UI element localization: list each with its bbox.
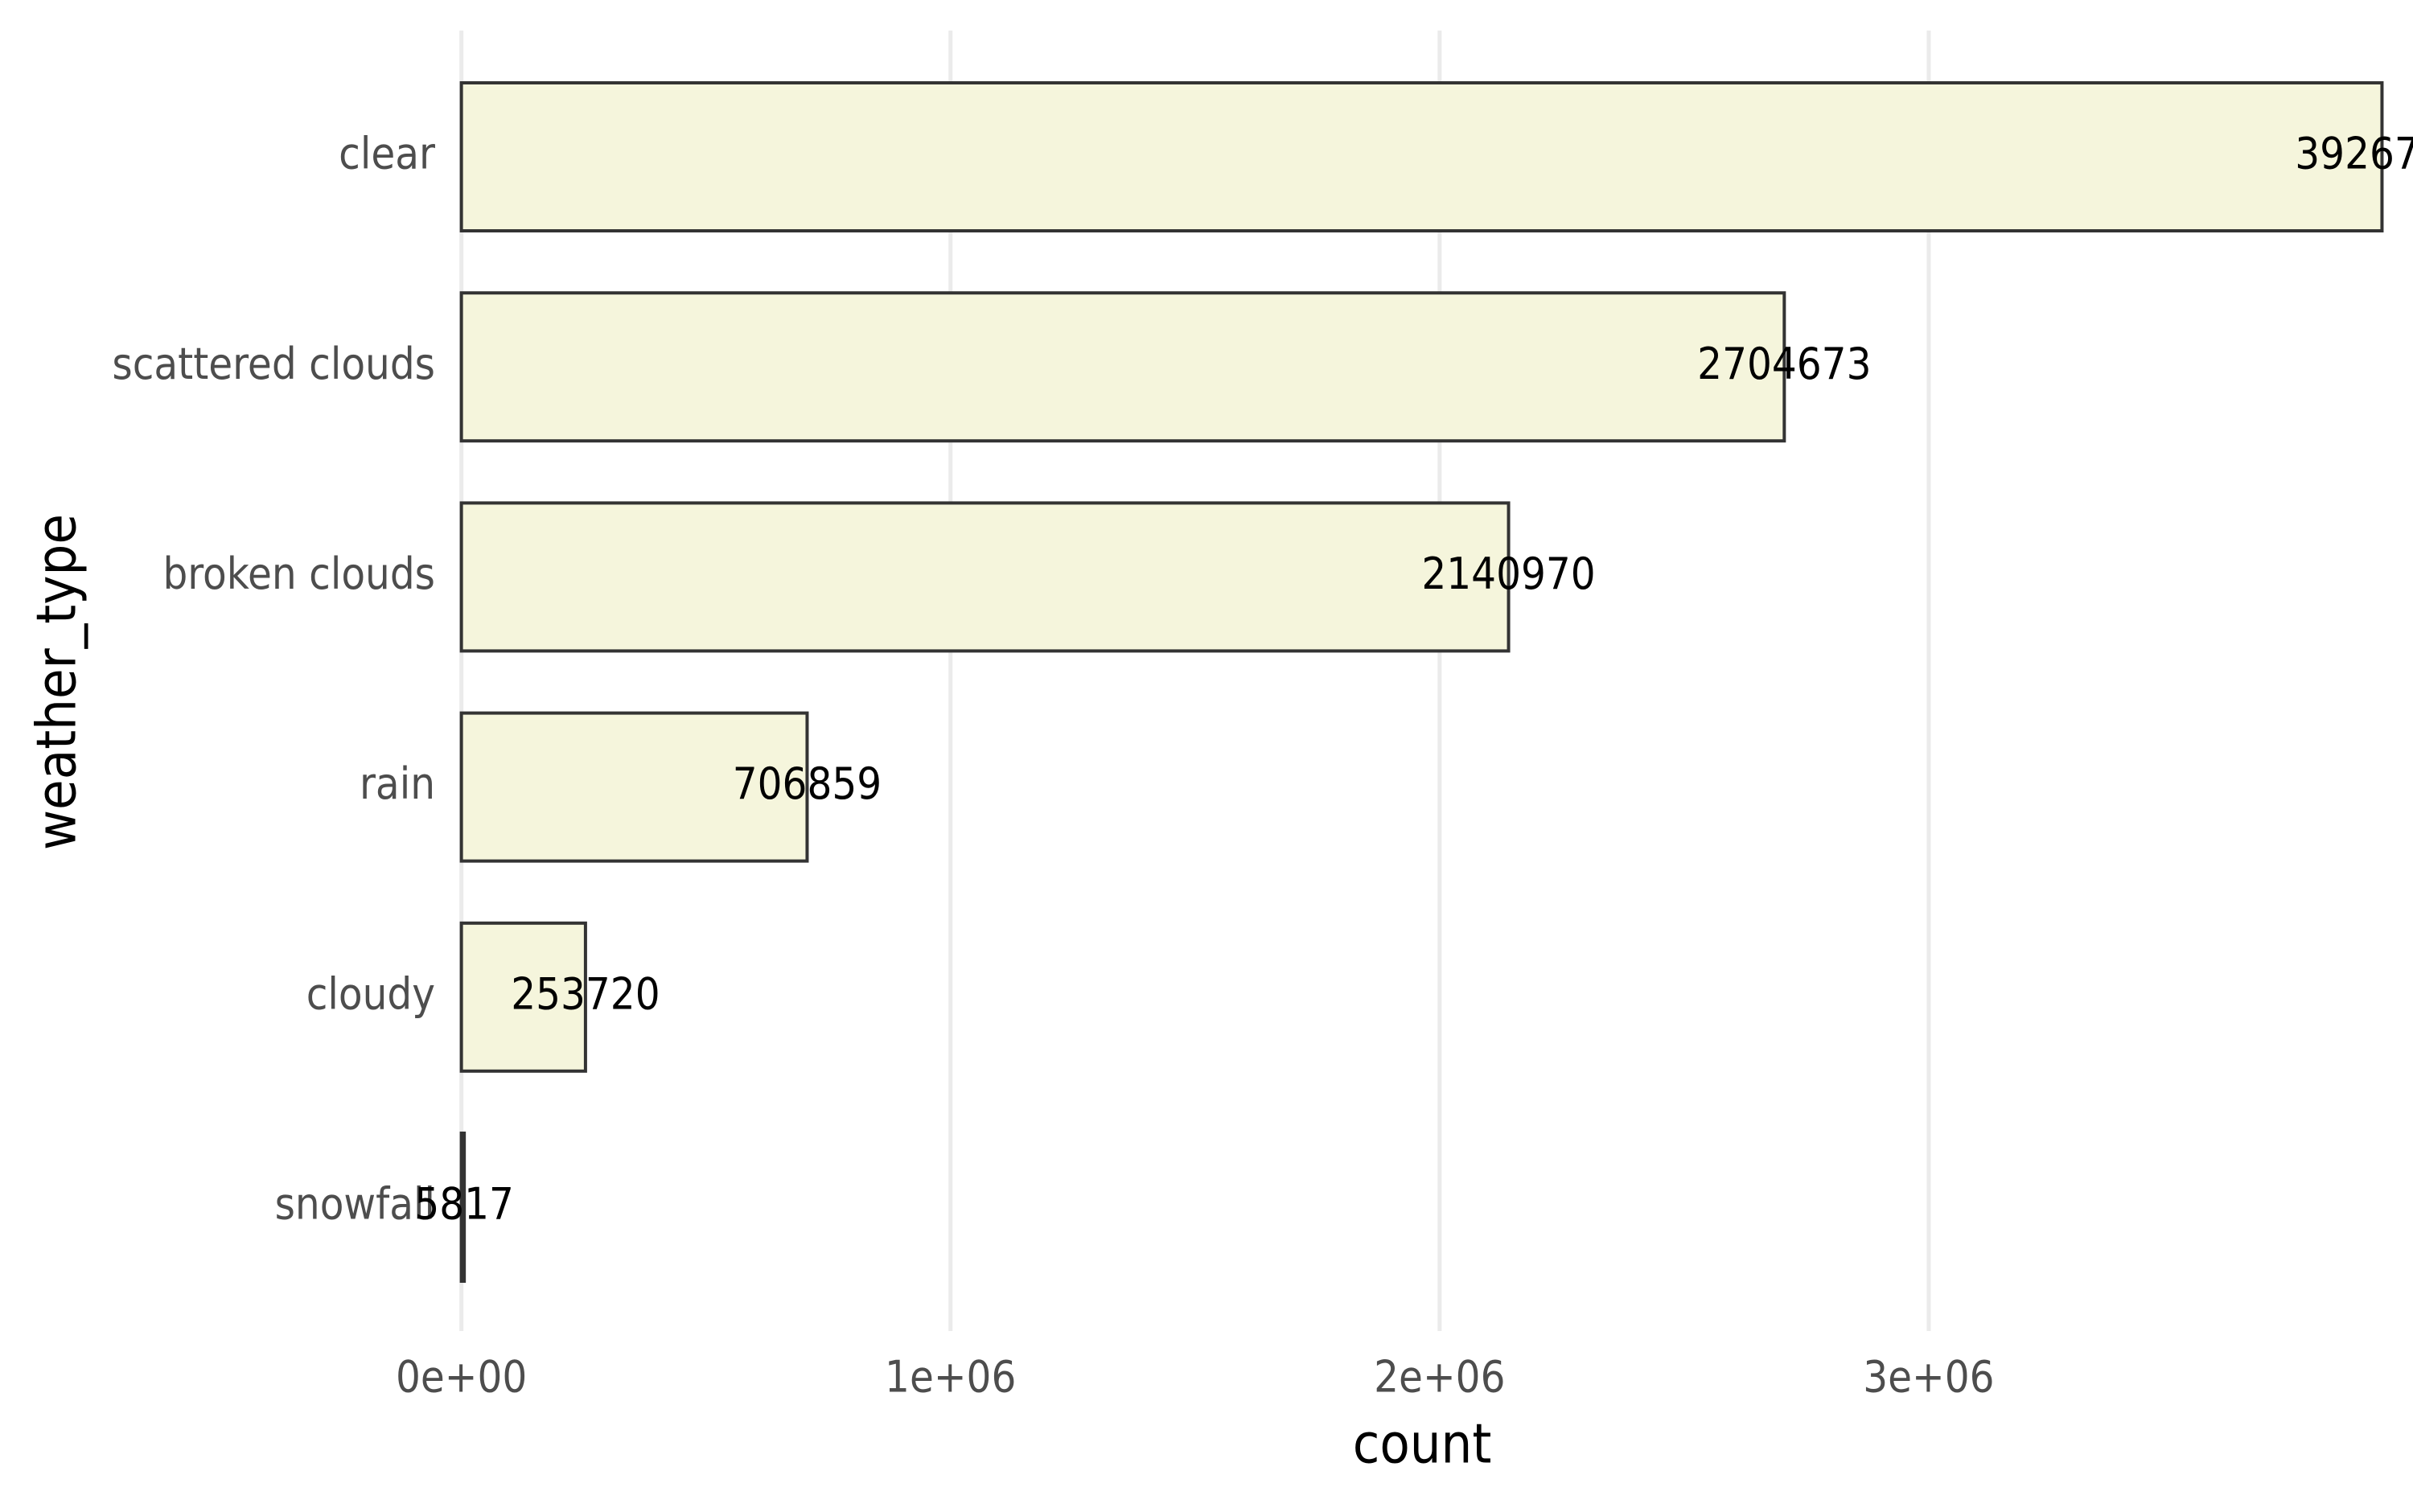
bar bbox=[459, 81, 2384, 232]
value-label: 253720 bbox=[511, 968, 660, 1019]
value-label: 2704673 bbox=[1697, 339, 1871, 389]
y-tick-label: broken clouds bbox=[162, 549, 435, 599]
y-axis-title: weather_type bbox=[26, 514, 89, 850]
y-tick-label: rain bbox=[360, 758, 435, 809]
bar bbox=[459, 921, 587, 1073]
x-tick-label: 2e+06 bbox=[1374, 1352, 1505, 1403]
y-tick-label: snowfall bbox=[275, 1179, 435, 1230]
value-label: 706859 bbox=[733, 758, 882, 809]
x-tick-label: 1e+06 bbox=[885, 1352, 1016, 1403]
bar bbox=[459, 291, 1786, 443]
value-label: 2140970 bbox=[1421, 549, 1595, 599]
y-tick-label: clear bbox=[339, 129, 435, 179]
bar bbox=[459, 711, 809, 863]
value-label: 5817 bbox=[414, 1179, 514, 1230]
bar bbox=[459, 1132, 467, 1283]
bar bbox=[459, 501, 1511, 653]
x-tick-label: 0e+00 bbox=[396, 1352, 527, 1403]
x-axis-title: count bbox=[1353, 1413, 1492, 1477]
y-tick-label: cloudy bbox=[306, 968, 435, 1019]
y-tick-label: scattered clouds bbox=[112, 339, 435, 389]
value-label: 3926700 bbox=[2295, 129, 2413, 179]
x-tick-label: 3e+06 bbox=[1863, 1352, 1994, 1403]
